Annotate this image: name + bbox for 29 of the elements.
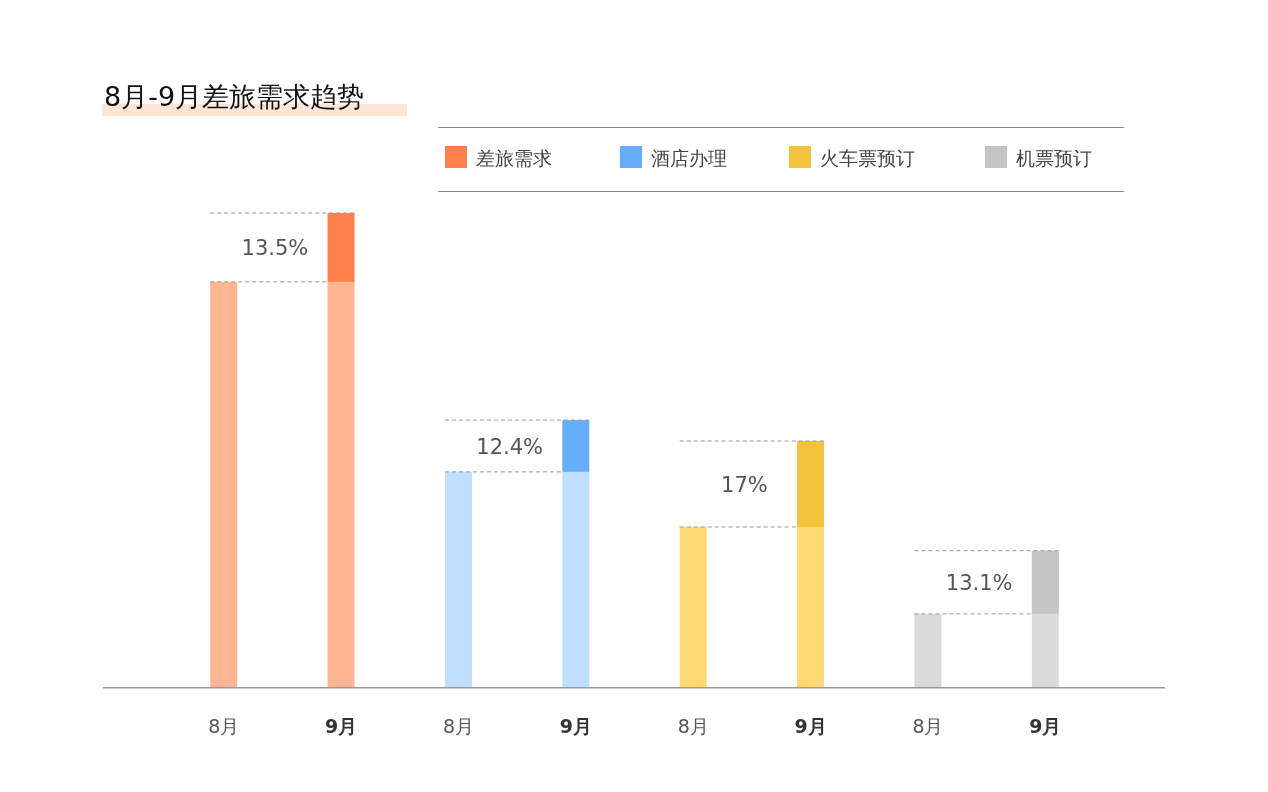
- x-tick-label: 9月: [794, 715, 827, 737]
- bar: [327, 281, 355, 688]
- bar: [1031, 613, 1059, 688]
- annotation: 13.1%: [945, 571, 1013, 596]
- bar: [327, 213, 355, 282]
- bar: [679, 526, 707, 688]
- annotation: 13.5%: [241, 236, 309, 261]
- x-tick-label: 9月: [324, 715, 358, 737]
- bar: [562, 420, 590, 472]
- bar: [210, 281, 238, 688]
- x-tick-label: 8月: [442, 715, 474, 737]
- bar: [797, 441, 825, 527]
- chart-title: 8月-9月差旅需求趋势: [104, 81, 365, 112]
- x-tick-label: 8月: [677, 715, 709, 737]
- x-tick-label: 9月: [1029, 715, 1062, 737]
- legend-label: 火车票预订: [820, 147, 915, 169]
- bar: [1031, 550, 1059, 614]
- x-tick-label: 8月: [208, 715, 240, 737]
- annotation: 17%: [721, 472, 768, 497]
- legend-label: 酒店办理: [651, 147, 727, 169]
- legend-label: 机票预订: [1016, 147, 1092, 169]
- legend-label: 差旅需求: [476, 147, 552, 169]
- bar: [444, 471, 472, 688]
- bar: [914, 613, 942, 688]
- x-tick-label: 8月: [912, 715, 944, 737]
- bar: [562, 471, 590, 688]
- x-tick-label: 9月: [559, 715, 592, 737]
- annotation: 12.4%: [476, 434, 543, 459]
- bar: [797, 526, 825, 688]
